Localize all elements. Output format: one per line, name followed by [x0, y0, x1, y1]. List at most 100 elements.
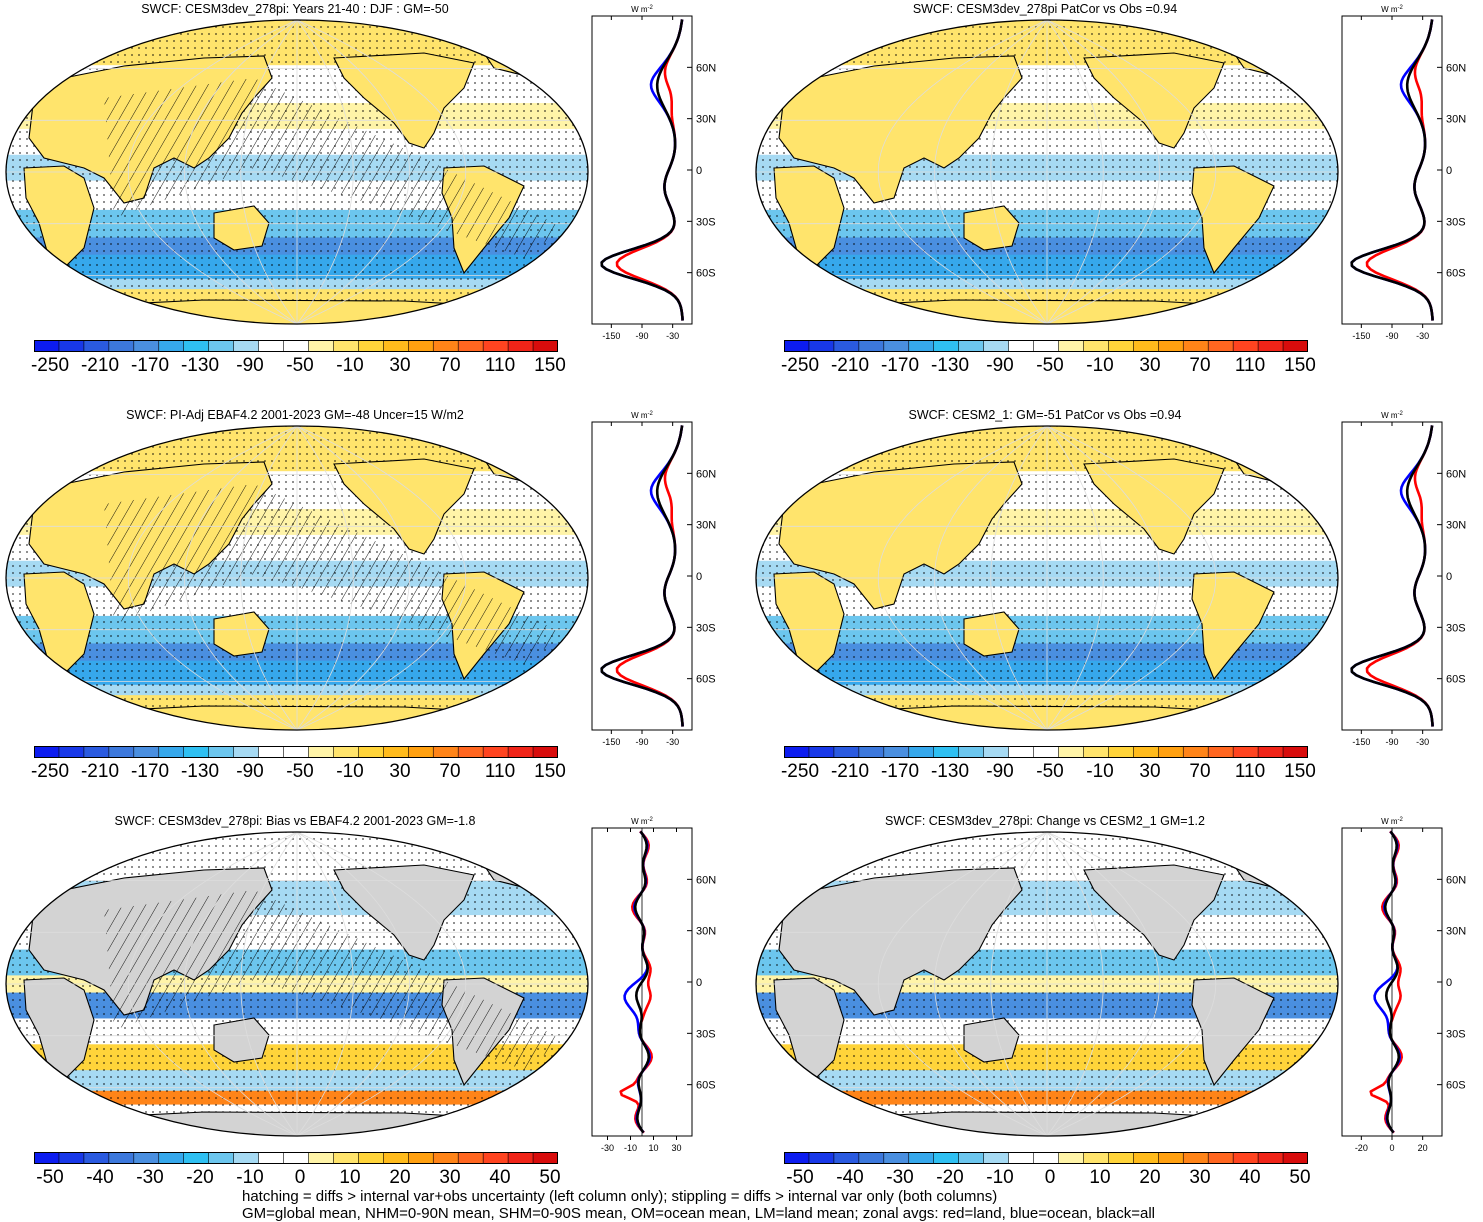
colorbar-swatch	[958, 746, 985, 758]
colorbar-tick-label: -20	[936, 1167, 964, 1188]
zonal-y-tick-label: 30N	[696, 520, 716, 532]
colorbar-tick-label: 70	[439, 355, 461, 376]
colorbar-tick-label: 110	[1234, 355, 1266, 376]
graticule-meridian	[128, 832, 298, 1136]
zonal-line-all	[600, 425, 684, 727]
colorbar-swatch	[233, 340, 260, 352]
colorbar-swatch	[958, 340, 985, 352]
colorbar-swatch	[283, 1152, 309, 1164]
colorbar-swatch	[933, 340, 960, 352]
colorbar-swatch	[908, 746, 935, 758]
colorbar-swatch	[1158, 340, 1184, 352]
colorbar-swatch	[1183, 746, 1209, 758]
colorbar-tick-label: 20	[389, 1167, 411, 1188]
colorbar-labels: -250 -210 -170 -130 -90 -50 -10 30 70 11…	[30, 355, 570, 381]
colorbar-tick-label: -20	[186, 1167, 214, 1188]
colorbar-frame	[784, 1152, 1308, 1164]
colorbar-frame	[784, 340, 1308, 352]
graticule-meridian	[934, 20, 1048, 324]
map-border	[5, 425, 589, 731]
zonal-unit-superscript: -2	[648, 817, 654, 823]
zonal-unit-label: W m-2	[1381, 411, 1403, 420]
zonal-x-tick-label: -30	[601, 1143, 614, 1153]
zonal-frame	[1341, 15, 1443, 325]
colorbar-tick-label: 50	[1289, 1167, 1311, 1188]
zonal-unit-label: W m-2	[1381, 5, 1403, 14]
colorbar-tick-label: 110	[484, 355, 516, 376]
zonal-x-tick-label: -10	[624, 1143, 637, 1153]
colorbar-swatch	[108, 1152, 135, 1164]
colorbar-tick-label: -170	[130, 355, 170, 376]
colorbar-tick-label: -170	[130, 761, 170, 782]
zonal-y-tick-label: 60S	[1446, 674, 1466, 686]
continent	[333, 52, 475, 149]
colorbar-swatch	[358, 1152, 384, 1164]
continent	[783, 705, 1315, 730]
colorbar-tick-label: -130	[930, 761, 970, 782]
colorbar-swatch	[833, 340, 860, 352]
colorbar-tick-label: -90	[986, 355, 1014, 376]
continent	[1083, 458, 1225, 555]
zonal-x-tick-label: 10	[648, 1143, 658, 1153]
zonal-y-tick-label: 30N	[696, 114, 716, 126]
hatching	[104, 890, 564, 1070]
colorbar-swatch	[1033, 1152, 1059, 1164]
zonal-y-tick-label: 60N	[1446, 62, 1466, 74]
zonal-y-tick-label: 60S	[696, 268, 716, 280]
colorbar-tick-label: 150	[1284, 761, 1316, 782]
continent	[1083, 864, 1225, 961]
colorbar-tick-label: -90	[236, 761, 264, 782]
zonal-y-tick-label: 60N	[1446, 874, 1466, 886]
colorbar-tick-label: 10	[339, 1167, 361, 1188]
colorbar	[34, 1152, 558, 1164]
zonal-x-tick-label: 30	[671, 1143, 681, 1153]
colorbar-tick-label: -30	[886, 1167, 914, 1188]
colorbar-frame	[34, 1152, 558, 1164]
zonal-frame	[591, 15, 693, 325]
graticule-meridian	[296, 20, 410, 324]
colorbar-swatch	[133, 1152, 160, 1164]
colorbar-swatch	[333, 1152, 359, 1164]
colorbar-tick-label: -210	[80, 761, 120, 782]
zonal-y-tick-label: 30S	[696, 1028, 716, 1040]
colorbar-swatch	[458, 340, 484, 352]
zonal-line-ocean	[1350, 425, 1434, 727]
colorbar-swatch	[1058, 1152, 1084, 1164]
zonal-y-tick-label: 30S	[1446, 1028, 1466, 1040]
colorbar-swatch	[1158, 746, 1184, 758]
zonal-line-land	[615, 425, 684, 727]
zonal-y-tick-label: 0	[696, 165, 702, 177]
continent	[1083, 52, 1225, 149]
colorbar-swatch	[1208, 340, 1234, 352]
graticule-meridian	[296, 426, 410, 730]
zonal-y-tick-label: 30S	[696, 622, 716, 634]
colorbar-tick-label: -170	[880, 761, 920, 782]
zonal-line-all	[633, 830, 651, 1134]
colorbar-swatch	[108, 746, 135, 758]
colorbar-tick-label: 40	[489, 1167, 511, 1188]
colorbar-tick-label: 110	[1234, 761, 1266, 782]
continent	[963, 1017, 1020, 1063]
colorbar-swatch	[158, 340, 185, 352]
colorbar-swatch	[1208, 746, 1234, 758]
colorbar-tick-label: 150	[534, 355, 566, 376]
colorbar-tick-label: 110	[484, 761, 516, 782]
graticule-meridian	[1046, 20, 1216, 324]
colorbar-swatch	[784, 1152, 810, 1164]
zonal-y-tick-label: 0	[1446, 165, 1452, 177]
colorbar-tick-label: 70	[439, 761, 461, 782]
continent	[963, 611, 1020, 657]
graticule-meridian	[296, 832, 410, 1136]
zonal-x-tick-label: -30	[1416, 737, 1429, 747]
colorbar-labels: -250 -210 -170 -130 -90 -50 -10 30 70 11…	[780, 355, 1320, 381]
colorbar-swatch	[408, 746, 434, 758]
colorbar-labels: -50 -40 -30 -20 -10 0 10 20 30 40 50	[780, 1167, 1320, 1193]
colorbar-swatch	[383, 1152, 409, 1164]
panel-title: SWCF: CESM3dev_278pi: Bias vs EBAF4.2 20…	[114, 814, 476, 828]
colorbar-swatch	[1083, 340, 1109, 352]
graticule-meridian	[990, 832, 1048, 1136]
colorbar-swatch	[308, 340, 334, 352]
panel-change: SWCF: CESM3dev_278pi: Change vs CESM2_1 …	[750, 812, 1483, 1219]
colorbar-labels: -250 -210 -170 -130 -90 -50 -10 30 70 11…	[30, 761, 570, 787]
colorbar-swatch	[1183, 340, 1209, 352]
